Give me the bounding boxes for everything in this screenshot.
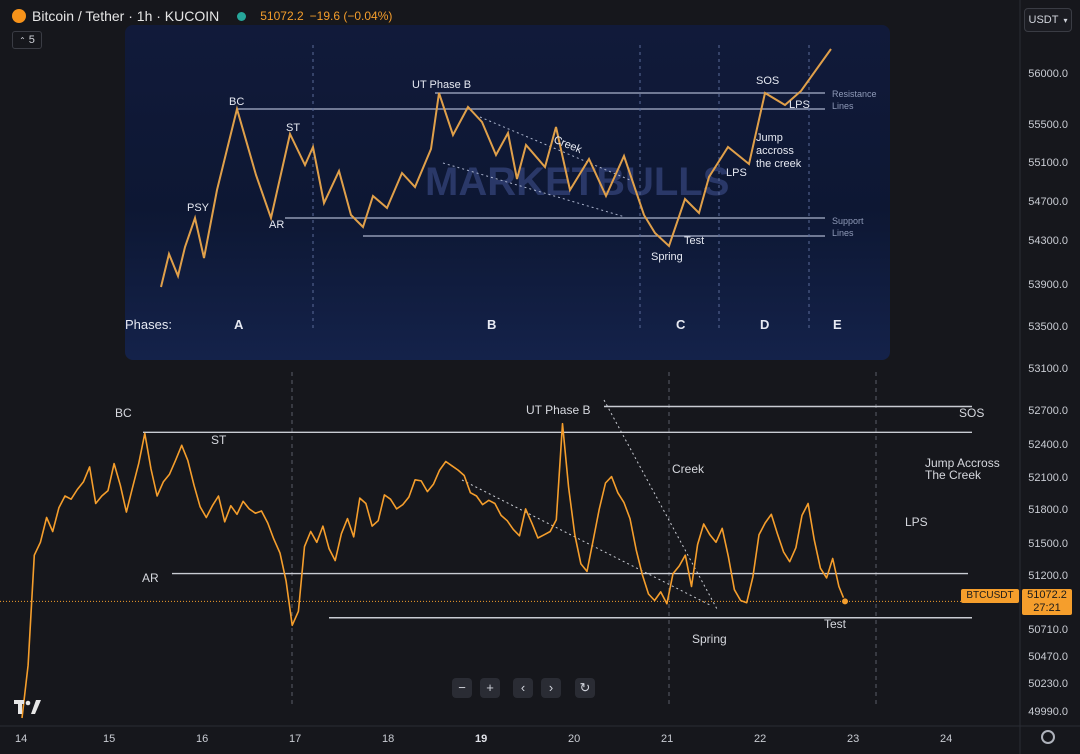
price-tick: 50710.0: [1028, 624, 1068, 636]
reset-chart-button[interactable]: ↻: [575, 678, 595, 698]
header-change: −19.6 (−0.04%): [309, 9, 393, 23]
inset-phase-a: A: [234, 317, 244, 332]
indicators-count: 5: [28, 34, 35, 46]
inset-label-ut-phase-b: UT Phase B: [412, 79, 472, 91]
time-tick: 18: [382, 733, 395, 745]
scroll-right-button[interactable]: ›: [541, 678, 561, 698]
inset-label-resistance-1: Resistance: [832, 89, 877, 99]
price-tick: 56000.0: [1028, 68, 1068, 80]
time-tick: 16: [196, 733, 209, 745]
inset-phase-c: C: [676, 317, 686, 332]
label-jump-1: Jump Accross: [925, 456, 1000, 470]
label-sos: SOS: [959, 406, 985, 420]
time-tick: 21: [661, 733, 674, 745]
price-tick: 53500.0: [1028, 321, 1068, 333]
inset-label-psy: PSY: [187, 202, 210, 214]
label-creek: Creek: [672, 462, 705, 476]
tradingview-logo-icon[interactable]: [14, 698, 42, 716]
time-tick: 14: [15, 733, 28, 745]
last-price-point: [841, 597, 849, 606]
inset-label-lps-2: LPS: [789, 99, 810, 111]
symbol-info[interactable]: Bitcoin / Tether · 1h · KUCOIN 51072.2 −…: [12, 8, 392, 24]
inset-label-lps-1: LPS: [726, 167, 747, 179]
label-test: Test: [824, 617, 847, 631]
price-tick: 51200.0: [1028, 570, 1068, 582]
chevron-up-icon: ⌃: [19, 35, 26, 45]
inset-phase-d: D: [760, 317, 770, 332]
time-tick: 17: [289, 733, 302, 745]
scroll-left-button[interactable]: ‹: [513, 678, 533, 698]
zoom-out-button[interactable]: −: [452, 678, 472, 698]
label-ut-phase-b: UT Phase B: [526, 403, 591, 417]
inset-label-resistance-2: Lines: [832, 101, 854, 111]
bitcoin-icon: [12, 9, 26, 23]
label-bc: BC: [115, 406, 132, 420]
wyckoff-diagram: MARKETBULLS: [160, 45, 832, 330]
label-st: ST: [211, 433, 227, 447]
inset-label-st: ST: [286, 122, 301, 134]
indicators-toggle[interactable]: ⌃ 5: [12, 31, 42, 49]
price-tick: 54700.0: [1028, 196, 1068, 208]
price-tick: 52700.0: [1028, 405, 1068, 417]
zoom-in-button[interactable]: +: [480, 678, 500, 698]
currency-label: USDT: [1028, 14, 1059, 26]
inset-label-jump-1: Jump: [756, 132, 783, 144]
label-spring: Spring: [692, 632, 727, 646]
inset-label-sos: SOS: [756, 75, 780, 87]
symbol-price-tag: BTCUSDT: [961, 589, 1019, 603]
inset-label-jump-2: accross: [756, 145, 794, 157]
price-tick: 54300.0: [1028, 235, 1068, 247]
label-ar: AR: [142, 571, 159, 585]
time-tick: 20: [568, 733, 581, 745]
bar-countdown: 27:21: [1033, 602, 1061, 614]
price-axis[interactable]: 56000.0 55500.0 55100.0 54700.0 54300.0 …: [1020, 0, 1080, 730]
price-series-line: [21, 422, 846, 719]
inset-watermark: MARKETBULLS: [425, 160, 729, 204]
price-tick: 55500.0: [1028, 119, 1068, 131]
inset-label-support-2: Lines: [832, 228, 854, 238]
price-tick: 49990.0: [1028, 706, 1068, 718]
price-tick: 52100.0: [1028, 472, 1068, 484]
time-tick: 24: [940, 733, 953, 745]
inset-label-spring: Spring: [651, 251, 683, 263]
inset-label-test: Test: [684, 235, 705, 247]
price-tick: 50470.0: [1028, 651, 1068, 663]
creek-line: [603, 399, 718, 610]
market-open-dot-icon: [237, 11, 247, 21]
currency-button[interactable]: USDT ▾: [1024, 8, 1072, 32]
price-tick: 51500.0: [1028, 538, 1068, 550]
wyckoff-inset-image: MARKETBULLS PSY BC AR ST UT Phase B Cree…: [125, 25, 890, 360]
price-tick: 55100.0: [1028, 157, 1068, 169]
inset-phase-e: E: [833, 317, 842, 332]
price-tick: 53100.0: [1028, 363, 1068, 375]
time-tick: 22: [754, 733, 767, 745]
creek-line: [461, 479, 713, 607]
chevron-down-icon: ▾: [1063, 15, 1068, 25]
last-price-tag: 51072.2 27:21: [1022, 589, 1072, 615]
symbol-title: Bitcoin / Tether · 1h · KUCOIN: [32, 8, 220, 24]
price-tick: 53900.0: [1028, 279, 1068, 291]
last-price-value: 51072.2: [1027, 589, 1067, 601]
price-tick: 51800.0: [1028, 504, 1068, 516]
time-tick: 15: [103, 733, 116, 745]
inset-label-support-1: Support: [832, 216, 864, 226]
inset-label-ar: AR: [269, 219, 285, 231]
inset-label-bc: BC: [229, 96, 245, 108]
header-last-price: 51072.2: [260, 9, 304, 23]
inset-phases-label: Phases:: [125, 317, 172, 332]
price-tick: 52400.0: [1028, 439, 1068, 451]
inset-label-jump-3: the creek: [756, 158, 802, 170]
settings-gear-icon[interactable]: [1041, 730, 1055, 744]
label-jump-2: The Creek: [925, 468, 982, 482]
inset-phase-b: B: [487, 317, 497, 332]
price-tick: 50230.0: [1028, 678, 1068, 690]
label-lps: LPS: [905, 515, 928, 529]
time-tick: 23: [847, 733, 860, 745]
time-tick: 19: [475, 733, 488, 745]
chart-header: Bitcoin / Tether · 1h · KUCOIN 51072.2 −…: [0, 0, 1080, 34]
